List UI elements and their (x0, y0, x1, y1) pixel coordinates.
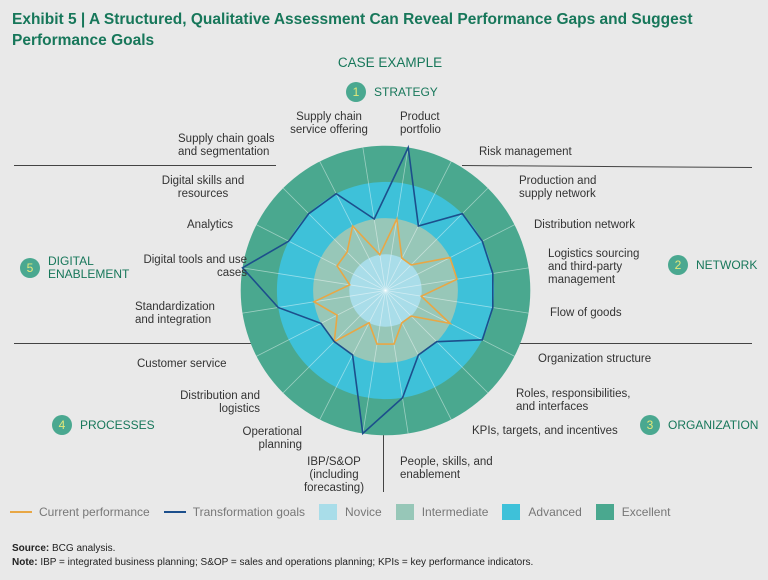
legend-swatch (10, 511, 32, 513)
axis-label: People, skills, and enablement (400, 456, 493, 481)
axis-label: Standardization and integration (135, 301, 215, 326)
axis-label: Product portfolio (400, 111, 441, 136)
axis-label: Organization structure (538, 353, 652, 365)
spoke-line (385, 290, 529, 314)
section-number: 1 (346, 82, 366, 102)
legend-label: Novice (345, 505, 382, 519)
source-text: BCG analysis. (52, 543, 116, 554)
axis-label: KPIs, targets, and incentives (472, 425, 618, 437)
axis-label: Flow of goods (550, 307, 622, 319)
section-label: NETWORK (696, 257, 758, 272)
divider-line (14, 343, 258, 344)
section-label: PROCESSES (80, 417, 155, 432)
legend-swatch (502, 504, 521, 520)
legend-swatch (319, 504, 337, 520)
spoke-line (282, 187, 386, 291)
axis-label: Supply chain service offering (290, 111, 368, 136)
section-number: 5 (20, 258, 40, 278)
legend-intermediate: Intermediate (395, 504, 489, 520)
legend-swatch (595, 504, 614, 520)
section-number: 3 (640, 415, 660, 435)
axis-label: Supply chain goals and segmentation (178, 133, 275, 158)
section-number: 4 (52, 415, 72, 435)
legend-label: Intermediate (421, 505, 489, 519)
legend-label: Current performance (39, 505, 150, 519)
spoke-line (385, 187, 489, 291)
divider-line (383, 434, 384, 492)
legend-excellent: Excellent (595, 504, 671, 520)
note-label: Note: (12, 557, 38, 568)
section-digital-enablement: 5 DIGITAL ENABLEMENT (20, 255, 138, 281)
spoke-line (385, 290, 409, 434)
divider-line (14, 165, 276, 166)
section-number: 2 (668, 255, 688, 275)
axis-label: Distribution network (534, 219, 635, 231)
legend-label: Excellent (621, 505, 671, 519)
legend-label: Transformation goals (192, 505, 305, 519)
chart-legend: Current performance Transformation goals… (10, 504, 684, 520)
axis-label: Analytics (187, 219, 234, 231)
legend-swatch (163, 511, 186, 513)
legend-advanced: Advanced (502, 504, 582, 520)
axis-label: Logistics sourcing and third-party manag… (548, 248, 640, 286)
section-strategy: 1 STRATEGY (346, 82, 438, 102)
axis-label: Digital skills and resources (161, 175, 245, 200)
axis-label: Distribution and logistics (180, 390, 260, 415)
section-label: ORGANIZATION (668, 417, 759, 432)
section-network: 2 NETWORK (668, 255, 757, 275)
axis-label: Production and supply network (519, 175, 597, 200)
note-text: IBP = integrated business planning; S&OP… (40, 557, 534, 568)
ring-novice (349, 254, 422, 327)
axis-label: Risk management (479, 146, 572, 158)
axis-label: Digital tools and use cases (143, 254, 247, 279)
legend-goal: Transformation goals (163, 505, 305, 519)
section-organization: 3 ORGANIZATION (640, 415, 758, 435)
legend-swatch (395, 504, 414, 520)
divider-line (518, 343, 752, 344)
spoke-line (256, 224, 386, 291)
legend-novice: Novice (319, 504, 382, 520)
source-note: Source: BCG analysis. (12, 543, 115, 554)
spoke-line (242, 267, 386, 291)
axis-label: IBP/S&OP (including forecasting) (303, 456, 365, 494)
legend-current: Current performance (10, 505, 150, 519)
exhibit-title: Exhibit 5 | A Structured, Qualitative As… (12, 11, 693, 49)
section-processes: 4 PROCESSES (52, 415, 155, 435)
chart-subtitle: CASE EXAMPLE (337, 55, 443, 70)
source-label: Source: (12, 543, 50, 554)
axis-label: Customer service (137, 358, 227, 370)
axis-label: Roles, responsibilities, and interfaces (516, 388, 631, 413)
spoke-line (362, 290, 386, 434)
footnote: Note: IBP = integrated business planning… (12, 557, 533, 568)
axis-label: Operational planning (242, 426, 302, 451)
legend-label: Advanced (528, 505, 582, 519)
section-label: STRATEGY (374, 84, 438, 99)
section-label: DIGITAL ENABLEMENT (48, 254, 130, 281)
